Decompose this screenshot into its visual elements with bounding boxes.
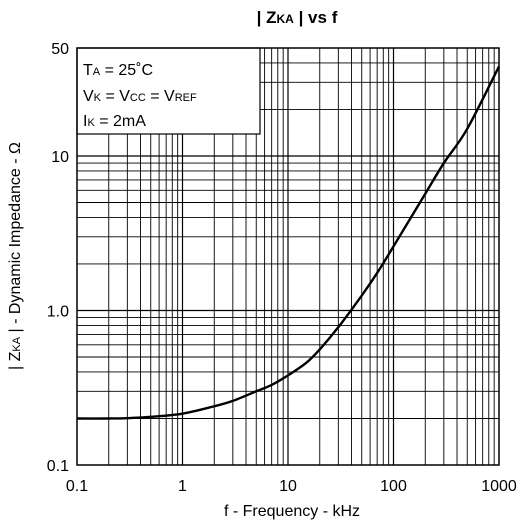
chart-title: | ZKA | vs f xyxy=(257,8,338,27)
conditions-legend: TA = 25˚C VK = VCC = VREF IK = 2mA xyxy=(76,47,261,135)
x-tick-label: 1000 xyxy=(481,478,517,495)
x-tick-label: 0.1 xyxy=(66,478,88,495)
x-axis-label: f - Frequency - kHz xyxy=(224,503,360,520)
y-tick-label: 10 xyxy=(51,149,69,166)
y-tick-label: 0.1 xyxy=(47,458,69,475)
plot-frame xyxy=(76,47,500,466)
condition-temperature: TA = 25˚C xyxy=(83,62,153,79)
y-tick-labels: 0.1 1.0 10 50 xyxy=(47,41,69,475)
x-tick-labels: 0.1 1 10 100 1000 xyxy=(66,478,517,495)
condition-voltage: VK = VCC = VREF xyxy=(83,88,197,105)
x-tick-label: 10 xyxy=(279,478,297,495)
series xyxy=(76,65,501,420)
y-axis-label: | ZKA | - Dynamic Impedance - Ω xyxy=(7,142,24,370)
y-tick-label: 1.0 xyxy=(47,303,69,320)
impedance-curve xyxy=(76,65,501,420)
condition-current: IK = 2mA xyxy=(83,113,146,130)
x-tick-label: 1 xyxy=(178,478,187,495)
y-tick-label: 50 xyxy=(51,41,69,58)
x-tick-label: 100 xyxy=(380,478,407,495)
